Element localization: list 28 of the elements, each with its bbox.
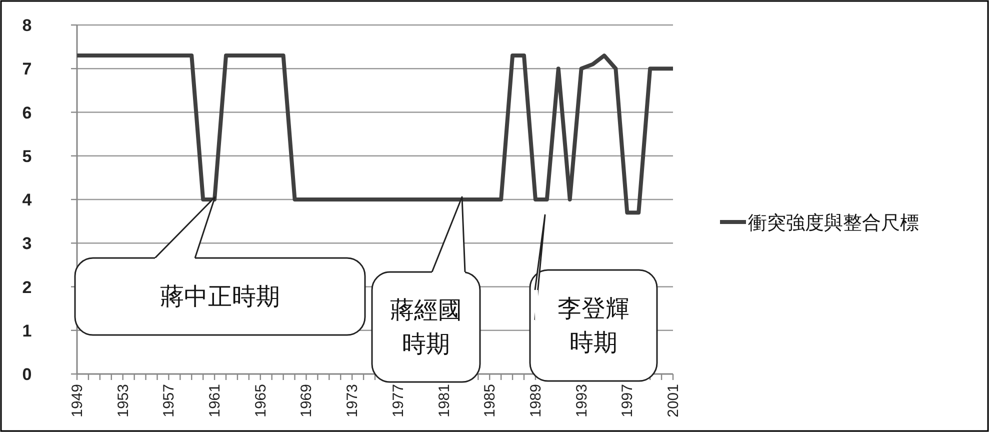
y-tick-label: 6 (22, 103, 32, 122)
annotation: 蔣中正時期 (160, 284, 280, 310)
y-tick-label: 1 (22, 321, 32, 340)
y-tick-label: 5 (22, 146, 32, 166)
y-tick-label: 7 (22, 60, 32, 79)
y-tick-label: 3 (22, 234, 32, 254)
x-tick-label: 1965 (252, 384, 270, 418)
y-tick-label: 8 (22, 16, 32, 35)
line-series (75, 54, 675, 215)
x-tick-label: 1989 (527, 384, 544, 418)
x-tick-label: 1997 (619, 384, 636, 418)
x-tick-label: 1977 (390, 384, 407, 418)
x-tick-label: 1961 (206, 384, 224, 418)
x-tick-label: 1949 (69, 384, 86, 418)
annotation: 蔣經國時期 (390, 297, 462, 358)
legend-label: 衝突強度與整合尺標 (748, 212, 919, 234)
x-tick-label: 1985 (482, 384, 499, 418)
x-tick-label: 1957 (160, 384, 178, 418)
x-tick-label: 2001 (665, 384, 682, 418)
x-tick-label: 1953 (114, 384, 132, 418)
y-tick-label: 2 (22, 278, 32, 297)
x-tick-label: 1969 (298, 384, 316, 418)
x-tick-label: 1993 (573, 384, 590, 418)
x-tick-label: 1973 (344, 384, 362, 418)
y-tick-label: 4 (22, 190, 32, 210)
x-tick-label: 1981 (436, 384, 453, 418)
y-tick-label: 0 (22, 365, 32, 384)
annotation: 李登輝時期 (558, 296, 630, 356)
